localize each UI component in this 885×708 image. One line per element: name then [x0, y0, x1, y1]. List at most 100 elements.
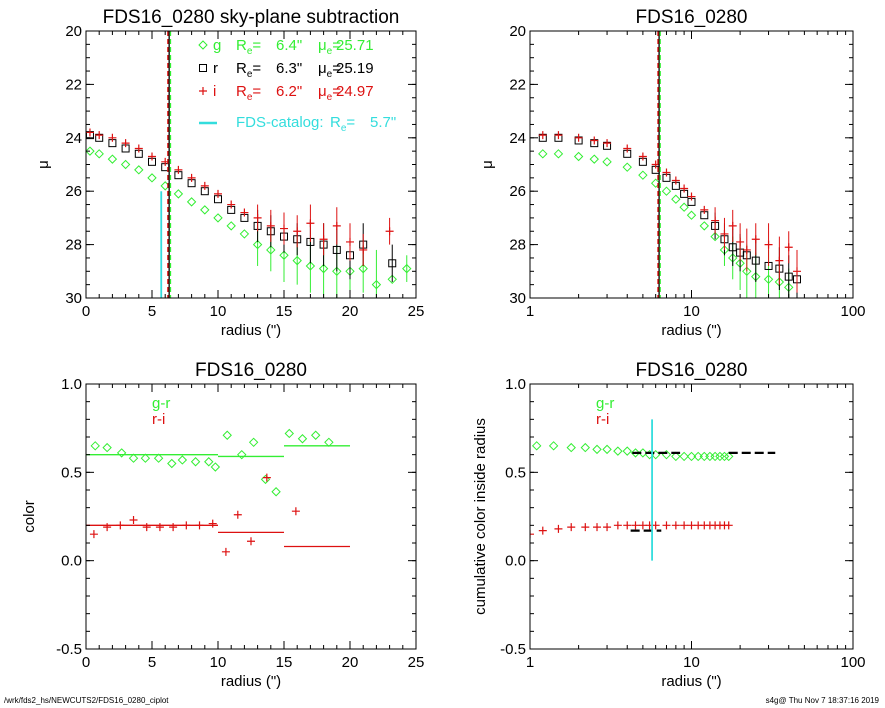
x-tick-label: 10: [683, 303, 700, 320]
data-point: [715, 451, 725, 462]
y-axis-label: cumulative color inside radius: [472, 418, 489, 615]
data-point: [222, 430, 232, 440]
data-point: [239, 229, 250, 239]
y-tick-label: 24: [509, 130, 526, 147]
legend-mu-value: 25.19: [336, 60, 374, 77]
y-tick-label: 26: [509, 183, 526, 200]
data-point: [385, 227, 394, 236]
legend-catalog-re-label: Re=: [330, 114, 355, 134]
y-tick-label: 26: [65, 183, 82, 200]
plot-area: [530, 419, 776, 561]
chart-title: FDS16_0280: [636, 360, 748, 381]
data-point: [359, 245, 368, 254]
data-point: [531, 441, 542, 451]
data-point: [140, 453, 151, 463]
data-point: [630, 448, 641, 458]
data-point: [186, 197, 197, 207]
y-tick-label: 30: [509, 290, 526, 307]
data-point: [699, 221, 709, 231]
legend-marker: [198, 40, 208, 50]
legend-catalog-re-value: 5.7": [370, 114, 396, 131]
chart-title: FDS16_0280: [636, 7, 748, 28]
data-point: [134, 144, 143, 153]
y-tick-label: 20: [509, 23, 526, 40]
data-point: [554, 131, 563, 140]
x-tick-label: 100: [840, 654, 865, 671]
y-tick-label: 28: [65, 237, 82, 254]
data-point: [631, 521, 640, 530]
legend-mu-label: μe=: [318, 60, 341, 80]
data-point: [297, 434, 308, 444]
data-point: [332, 266, 342, 277]
x-tick-label: 0: [82, 303, 90, 320]
legend-marker: [199, 64, 207, 72]
data-point: [622, 446, 632, 456]
y-axis-label: color: [21, 500, 38, 533]
data-point: [90, 441, 100, 451]
x-tick-label: 15: [276, 303, 293, 320]
data-point: [86, 128, 94, 137]
data-point: [553, 149, 564, 159]
data-point: [679, 451, 689, 462]
series-r: [538, 133, 801, 298]
data-point: [764, 240, 773, 249]
data-point: [292, 255, 302, 266]
data-point: [671, 451, 681, 462]
footer-right-timestamp: s4g@ Thu Nov 7 18:37:16 2019: [765, 696, 879, 705]
data-point: [638, 448, 648, 458]
plot-area: [538, 31, 801, 298]
data-point: [253, 213, 262, 222]
y-tick-label: -0.5: [500, 641, 526, 658]
data-point: [711, 216, 720, 225]
data-point: [279, 250, 289, 260]
data-point: [650, 178, 661, 188]
data-point: [593, 523, 602, 532]
data-point: [103, 523, 112, 532]
series-g: [90, 428, 334, 497]
data-point: [213, 213, 223, 223]
data-point: [221, 547, 230, 556]
data-point: [227, 200, 236, 209]
legend-mu-value: 25.71: [336, 37, 374, 54]
data-point: [134, 165, 144, 175]
data-point: [736, 237, 745, 246]
plot-frame: [85, 383, 417, 650]
data-point: [751, 235, 760, 244]
data-point: [638, 152, 647, 161]
data-point: [590, 136, 599, 145]
data-point: [190, 457, 201, 467]
data-point: [538, 149, 548, 159]
x-tick-label: 0: [82, 654, 90, 671]
data-point: [775, 256, 784, 265]
data-point: [226, 221, 236, 231]
data-point: [332, 221, 341, 230]
data-point: [592, 444, 602, 455]
data-point: [671, 521, 680, 530]
data-point: [291, 507, 300, 516]
data-point: [174, 165, 183, 174]
data-point: [574, 133, 583, 142]
x-tick-label: 10: [210, 654, 227, 671]
data-point: [638, 521, 647, 530]
data-point: [280, 224, 288, 233]
data-point: [623, 521, 632, 530]
data-point: [169, 523, 178, 532]
data-point: [602, 157, 612, 167]
data-point: [662, 521, 671, 530]
legend-re-value: 6.2": [276, 83, 302, 100]
legend-label: g-r: [596, 395, 614, 412]
data-point: [266, 245, 276, 255]
y-tick-label: 0.0: [61, 553, 82, 570]
data-point: [247, 537, 255, 546]
data-point: [200, 181, 209, 190]
y-tick-label: 24: [65, 130, 82, 147]
data-point: [661, 186, 672, 196]
data-point: [214, 189, 222, 198]
chart-panel-3: 0 5 10 15 20 25 -0.5 0.0 0.5 1.0 FDS16_0280radius …: [21, 360, 424, 690]
series-i: [86, 128, 394, 266]
data-point: [324, 437, 334, 448]
y-tick-label: -0.5: [56, 641, 82, 658]
legend-re-label: Re=: [236, 37, 261, 57]
data-point: [784, 272, 793, 281]
data-point: [710, 231, 720, 242]
